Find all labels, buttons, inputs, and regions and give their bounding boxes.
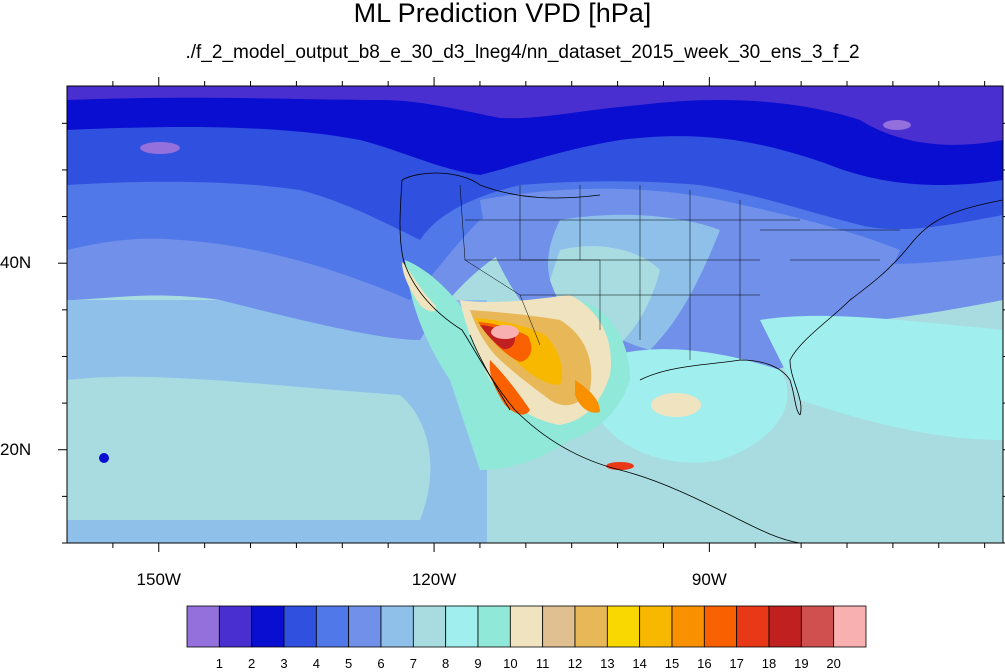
colorbar-tick-label: 2	[248, 656, 256, 671]
axis-ticks	[58, 77, 1005, 552]
colorbar-tick-label: 7	[409, 656, 417, 671]
colorbar-swatch	[348, 605, 382, 648]
colorbar-tick-label: 18	[761, 656, 777, 671]
colorbar-tick-label: 16	[697, 656, 712, 671]
chart-subtitle: ./f_2_model_output_b8_e_30_d3_lneg4/nn_d…	[185, 42, 860, 63]
colorbar-swatch	[574, 605, 608, 648]
colorbar-tick-label: 8	[442, 656, 450, 671]
field-level-10	[402, 262, 437, 312]
colorbar-swatch	[380, 605, 414, 648]
colorbar-swatch	[736, 605, 770, 648]
field-level-8	[760, 315, 1003, 440]
colorbar-tick-label: 17	[729, 656, 744, 671]
field-level-20	[491, 325, 519, 339]
lon-label: 90W	[691, 570, 727, 589]
colorbar-tick-label: 20	[826, 656, 841, 671]
colorbar-tick-label: 11	[535, 656, 550, 671]
colorbar-tick-label: 4	[312, 656, 320, 671]
lon-label: 120W	[411, 570, 457, 589]
colorbar-tick-label: 19	[794, 656, 809, 671]
colorbar-tick-label: 13	[600, 656, 615, 671]
coastlines	[399, 172, 1003, 543]
field-level-1	[67, 86, 1003, 145]
colorbar-swatch	[477, 605, 511, 648]
colorbar-swatch	[833, 605, 867, 648]
field-level-10	[651, 393, 701, 417]
lat-label: 40N	[0, 253, 32, 273]
colorbar-swatch	[412, 605, 447, 648]
colorbar-tick-label: 15	[664, 656, 680, 671]
field-level-16	[489, 360, 530, 415]
colorbar	[186, 605, 867, 648]
colorbar-tick-label: 10	[503, 656, 518, 671]
colorbar-swatch	[542, 605, 576, 648]
colorbar-swatch	[251, 605, 285, 648]
colorbar-tick-label: 12	[567, 656, 583, 671]
lat-label: 20N	[0, 439, 32, 459]
colorbar-tick-label: 14	[632, 656, 647, 671]
colorbar-tick-label: 6	[377, 656, 385, 671]
field-level-17	[606, 462, 634, 470]
colorbar-swatch	[283, 605, 317, 648]
field-level-2	[99, 453, 109, 463]
map-frame	[66, 85, 1004, 544]
field-level-0	[140, 142, 180, 154]
colorbar-swatch	[445, 605, 479, 648]
colorbar-swatch	[639, 605, 673, 648]
colorbar-tick-label: 1	[215, 656, 223, 671]
colorbar-tick-label: 3	[280, 656, 288, 671]
colorbar-swatch	[671, 605, 705, 648]
colorbar-swatch	[768, 605, 802, 648]
colorbar-swatch	[186, 605, 220, 648]
state-boundaries	[459, 184, 900, 360]
map-field	[67, 86, 1003, 543]
field-level-7	[67, 376, 431, 520]
chart-title: ML Prediction VPD [hPa]	[353, 0, 652, 28]
colorbar-swatch	[703, 605, 738, 648]
lon-label: 150W	[136, 570, 181, 589]
colorbar-swatch	[509, 605, 544, 648]
field-level-0	[883, 120, 911, 130]
field-level-2	[67, 86, 1003, 185]
field-level-15	[575, 380, 600, 413]
colorbar-swatch	[315, 605, 350, 648]
colorbar-swatch	[218, 605, 253, 648]
colorbar-swatch	[606, 605, 641, 648]
colorbar-tick-label: 9	[474, 656, 482, 671]
colorbar-tick-label: 5	[345, 656, 353, 671]
colorbar-swatch	[800, 605, 835, 648]
